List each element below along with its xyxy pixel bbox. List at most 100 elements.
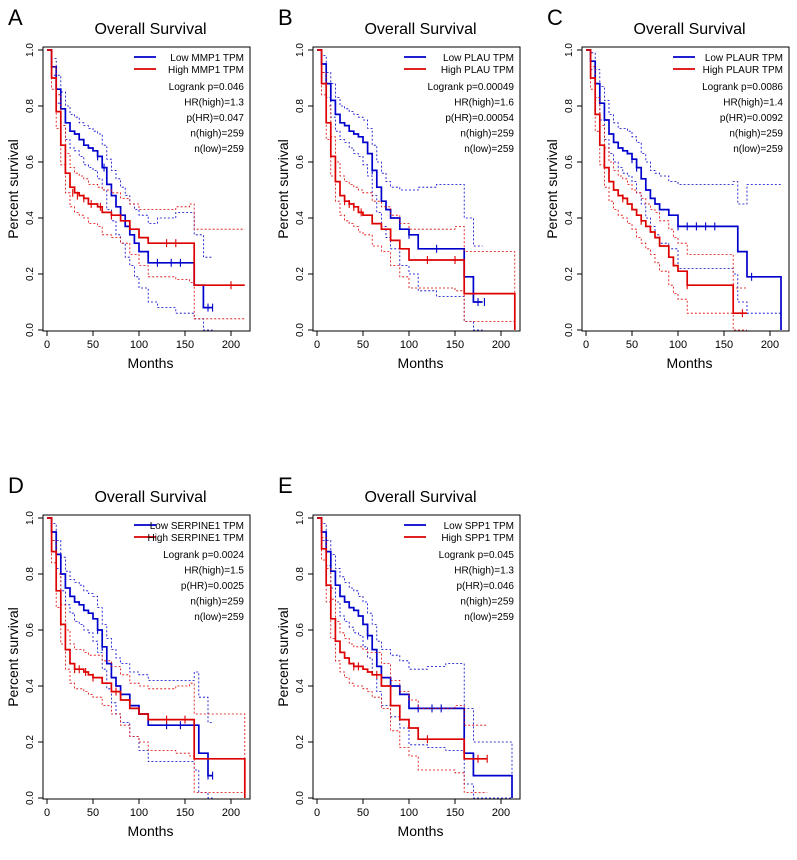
y-axis-label: Percent survival	[275, 607, 291, 707]
legend-stat: n(high)=259	[190, 129, 244, 140]
x-tick-label: 150	[715, 339, 733, 351]
y-tick-label: 0.4	[564, 211, 575, 225]
x-tick-label: 200	[222, 339, 240, 351]
plot-frame	[312, 514, 521, 800]
x-tick-label: 100	[130, 339, 148, 351]
series-high	[317, 49, 516, 330]
y-tick-label: 0.8	[295, 567, 306, 581]
plot-frame	[42, 46, 251, 332]
y-tick-label: 1.0	[25, 43, 36, 57]
y-tick-label: 0.6	[25, 155, 36, 169]
panel-d: D Overall Survival 0.0 0.2 0.4 0.6 0.8 1.0 0 50 10…	[5, 473, 251, 839]
legend-stat: HR(high)=1.3	[184, 98, 244, 109]
survival-curve	[317, 49, 483, 303]
panel-letter: E	[278, 473, 293, 498]
y-tick-label: 0.0	[295, 323, 306, 337]
legend-stat: n(low)=259	[464, 612, 514, 623]
chart-title: Overall Survival	[94, 21, 206, 38]
ci-upper-line	[317, 49, 483, 247]
legend-stat: HR(high)=1.4	[723, 98, 783, 109]
legend-stat: n(high)=259	[729, 129, 783, 140]
legend-stat: n(low)=259	[194, 144, 244, 155]
x-axis-label: Months	[667, 355, 713, 371]
x-tick-label: 100	[669, 339, 687, 351]
ci-upper-line	[47, 49, 213, 258]
survival-curve	[47, 517, 246, 798]
chart-title: Overall Survival	[94, 489, 206, 506]
x-tick-label: 100	[130, 807, 148, 819]
y-tick-label: 0.4	[295, 211, 306, 225]
y-tick-label: 0.8	[25, 567, 36, 581]
y-tick-label: 0.2	[564, 267, 575, 281]
legend-label-high: High PLAU TPM	[441, 65, 514, 76]
panel-c: C Overall Survival 0.0 0.2 0.4 0.6 0.8 1.0 0 50 10…	[544, 5, 790, 371]
x-tick-label: 50	[626, 339, 638, 351]
x-axis-label: Months	[398, 355, 444, 371]
plot-frame	[42, 514, 251, 800]
panel-a: A Overall Survival 0.0 0.2 0.4 0.6 0.8 1.0 0 50 10…	[5, 5, 251, 371]
y-tick-label: 0.2	[295, 735, 306, 749]
legend-label-high: High MMP1 TPM	[168, 65, 244, 76]
legend-label-low: Low SPP1 TPM	[444, 521, 514, 532]
ci-upper-line	[47, 517, 246, 798]
x-tick-label: 150	[176, 807, 194, 819]
legend-stat: Logrank p=0.0086	[702, 82, 783, 93]
y-tick-label: 1.0	[295, 511, 306, 525]
legend-label-high: High PLAUR TPM	[703, 65, 783, 76]
y-tick-label: 0.2	[25, 267, 36, 281]
legend-stat: n(high)=259	[190, 597, 244, 608]
y-axis-label: Percent survival	[544, 139, 560, 239]
x-tick-label: 150	[446, 807, 464, 819]
x-tick-label: 0	[314, 807, 320, 819]
x-tick-label: 200	[492, 339, 510, 351]
ci-upper-line	[317, 517, 513, 798]
series-high	[317, 517, 488, 793]
legend-stat: HR(high)=1.6	[454, 98, 514, 109]
panels-root: A Overall Survival 0.0 0.2 0.4 0.6 0.8 1.0 0 50 10…	[5, 5, 790, 839]
chart-title: Overall Survival	[364, 21, 476, 38]
y-tick-label: 0.4	[25, 679, 36, 693]
y-tick-label: 0.0	[564, 323, 575, 337]
ci-lower-line	[317, 49, 516, 330]
y-tick-label: 0.8	[25, 99, 36, 113]
ci-upper-line	[47, 49, 245, 230]
survival-curve	[586, 49, 782, 330]
panel-letter: C	[547, 5, 563, 30]
y-tick-label: 0.4	[295, 679, 306, 693]
series-high	[47, 517, 246, 798]
x-tick-label: 50	[87, 339, 99, 351]
y-tick-label: 0.4	[25, 211, 36, 225]
y-axis-label: Percent survival	[275, 139, 291, 239]
x-axis-label: Months	[128, 355, 174, 371]
y-tick-label: 0.0	[25, 323, 36, 337]
plot-frame	[581, 46, 790, 332]
ci-lower-line	[586, 49, 747, 331]
legend-label-low: Low PLAU TPM	[443, 53, 514, 64]
x-tick-label: 50	[357, 807, 369, 819]
x-tick-label: 0	[583, 339, 589, 351]
panel-letter: A	[8, 5, 23, 30]
ci-upper-line	[47, 517, 213, 723]
y-tick-label: 1.0	[295, 43, 306, 57]
y-axis-label: Percent survival	[5, 139, 21, 239]
legend-label-high: High SERPINE1 TPM	[147, 533, 244, 544]
legend-label-low: Low PLAUR TPM	[705, 53, 783, 64]
plot-frame	[312, 46, 521, 332]
series-high	[47, 49, 245, 320]
x-tick-label: 0	[314, 339, 320, 351]
legend-stat: n(low)=259	[194, 612, 244, 623]
ci-upper-line	[317, 517, 488, 726]
x-tick-label: 0	[44, 339, 50, 351]
x-axis-label: Months	[128, 823, 174, 839]
panel-e: E Overall Survival 0.0 0.2 0.4 0.6 0.8 1.0 0 50 10…	[275, 473, 521, 839]
series-low	[317, 49, 485, 331]
y-axis-label: Percent survival	[5, 607, 21, 707]
legend-stat: Logrank p=0.046	[169, 82, 245, 93]
legend-stat: p(HR)=0.047	[186, 113, 244, 124]
y-tick-label: 0.2	[295, 267, 306, 281]
